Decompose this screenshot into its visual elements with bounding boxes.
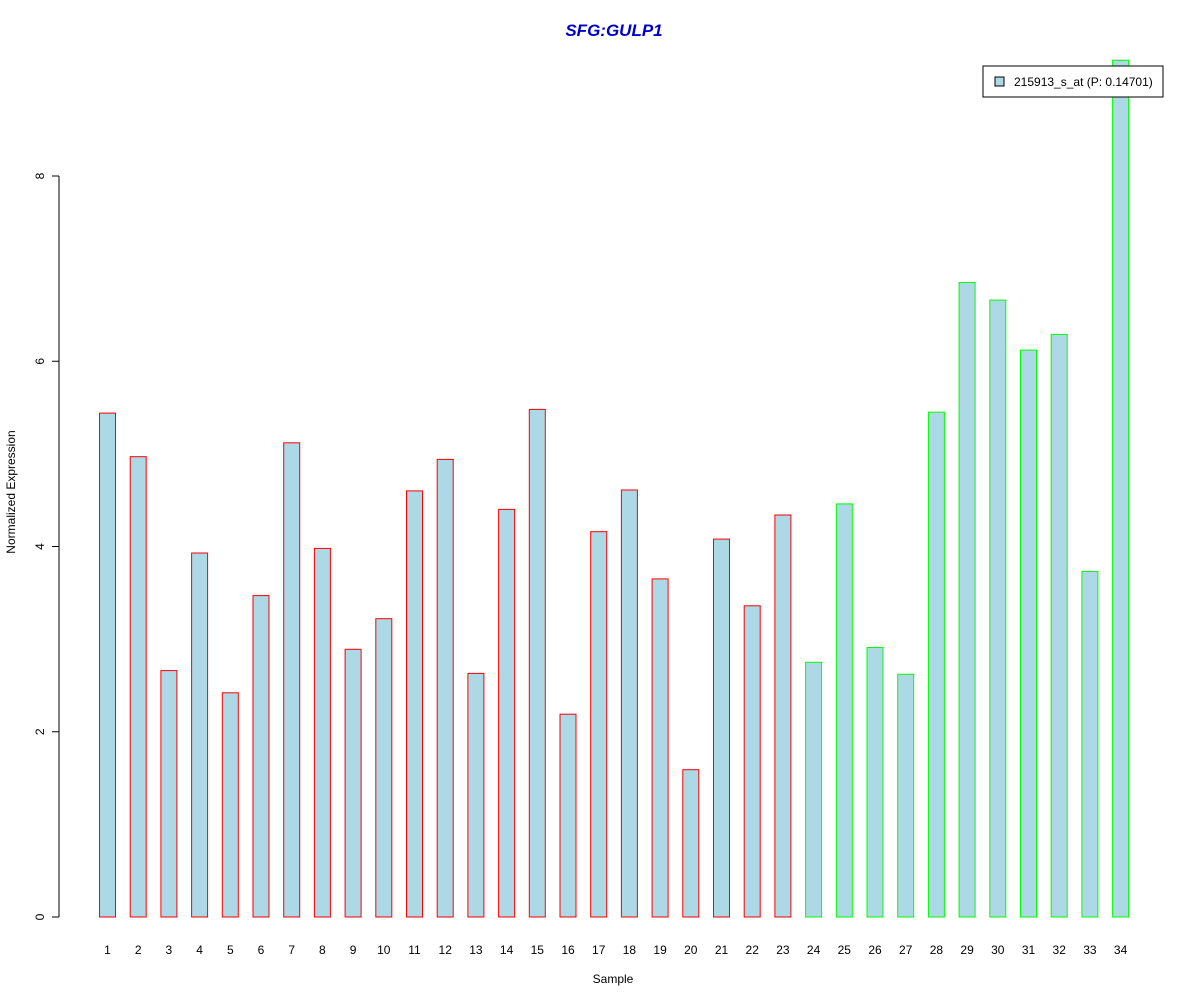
bar-sample-30 [989,299,1007,918]
x-tick-label: 8 [319,943,326,957]
bar-sample-10 [375,618,393,918]
bar-sample-21 [713,538,730,918]
bar-sample-7 [283,442,301,918]
x-tick-label: 27 [899,943,913,957]
bar-sample-1 [99,412,116,918]
y-axis: 0 2 4 6 8 [33,172,60,920]
x-tick-label: 23 [776,943,790,957]
bar-sample-16 [559,713,577,918]
legend-swatch [994,76,1005,87]
bar-sample-2 [129,456,147,918]
bar-sample-34 [1112,59,1130,918]
bar-sample-4 [191,552,209,918]
x-tick-label: 2 [135,943,142,957]
bar-sample-3 [160,670,178,918]
bar-sample-22 [743,605,761,918]
x-axis-title: Sample [593,972,634,986]
bar-sample-11 [406,490,423,918]
bar-sample-19 [651,578,669,918]
bar-sample-23 [774,514,792,918]
y-tick-label: 2 [33,728,47,735]
x-tick-label: 22 [746,943,760,957]
y-axis-title: Normalized Expression [4,430,18,553]
bar-sample-6 [252,595,270,918]
bar-sample-27 [897,673,915,918]
bar-sample-18 [620,489,638,918]
bar-sample-31 [1020,349,1037,918]
x-tick-label: 29 [960,943,974,957]
x-tick-label: 16 [561,943,575,957]
x-tick-label: 26 [868,943,882,957]
x-tick-label: 20 [684,943,698,957]
x-tick-label: 15 [531,943,545,957]
x-tick-label: 19 [653,943,667,957]
x-tick-label: 13 [469,943,483,957]
x-tick-labels: 1 2 3 4 5 6 7 8 9 10 11 12 13 14 15 16 17 18 19 20 21 22 23 24 2… [104,943,1127,957]
x-tick-label: 4 [196,943,203,957]
legend-label: 215913_s_at (P: 0.14701) [1014,75,1153,89]
x-tick-label: 5 [227,943,234,957]
x-tick-label: 24 [807,943,821,957]
bar-sample-12 [436,458,454,918]
bar-sample-5 [221,692,239,918]
x-tick-label: 18 [623,943,637,957]
bar-sample-13 [467,672,485,918]
bar-sample-8 [313,547,331,918]
bar-sample-25 [835,503,853,918]
bar-sample-20 [682,769,700,918]
bar-sample-24 [805,661,823,918]
bar-sample-28 [927,411,945,918]
x-tick-label: 28 [930,943,944,957]
y-tick-label: 4 [33,543,47,550]
x-tick-label: 11 [408,943,421,957]
bar-sample-33 [1081,571,1099,918]
bar-sample-26 [866,647,884,918]
x-tick-label: 3 [166,943,173,957]
bars-group [99,59,1130,918]
x-tick-label: 34 [1114,943,1128,957]
bar-sample-9 [344,648,362,918]
x-tick-label: 30 [991,943,1005,957]
x-tick-label: 25 [838,943,852,957]
x-tick-label: 32 [1053,943,1067,957]
legend: 215913_s_at (P: 0.14701) [982,65,1164,98]
bar-sample-17 [590,531,608,918]
x-tick-label: 31 [1022,943,1036,957]
y-tick-label: 8 [33,172,47,179]
y-tick-label: 0 [33,913,47,920]
x-tick-label: 1 [104,943,111,957]
bar-sample-32 [1050,333,1068,918]
x-tick-label: 21 [715,943,729,957]
y-tick-label: 6 [33,358,47,365]
x-tick-label: 33 [1083,943,1097,957]
x-tick-label: 10 [377,943,391,957]
chart-title: SFG:GULP1 [565,21,662,40]
legend-box [982,65,1164,98]
x-tick-label: 7 [288,943,295,957]
x-tick-label: 14 [500,943,514,957]
bar-sample-14 [498,508,516,918]
x-tick-label: 12 [439,943,453,957]
x-tick-label: 9 [350,943,357,957]
bar-sample-15 [528,408,546,918]
x-tick-label: 6 [258,943,265,957]
x-tick-label: 17 [592,943,606,957]
bar-sample-29 [958,282,976,918]
